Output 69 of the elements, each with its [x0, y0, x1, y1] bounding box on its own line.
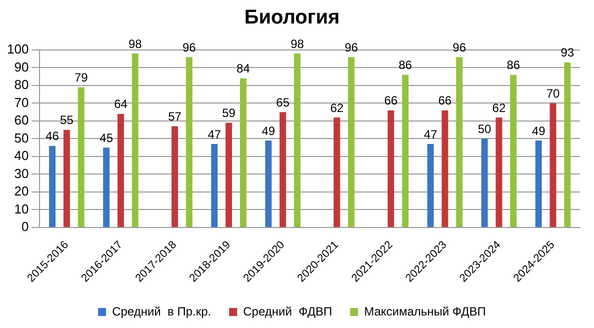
y-tick-label: 70	[14, 94, 29, 110]
bar	[481, 138, 488, 227]
bar	[49, 146, 56, 227]
bar	[186, 57, 192, 227]
bar	[280, 112, 286, 227]
y-tick-label: 90	[14, 59, 29, 74]
y-tick-label: 10	[14, 201, 29, 216]
data-label: 66	[384, 94, 398, 108]
data-label: 65	[276, 95, 290, 110]
bar	[496, 117, 502, 227]
data-label: 47	[208, 127, 222, 142]
y-tick-label: 80	[14, 77, 29, 92]
data-label: 49	[532, 124, 546, 138]
y-tick-label: 50	[14, 130, 29, 146]
y-tick-label: 40	[14, 148, 29, 164]
bar	[132, 54, 138, 227]
bar	[388, 110, 394, 227]
y-tick-label: 60	[14, 112, 29, 128]
bar	[510, 74, 517, 227]
data-label: 45	[100, 130, 114, 145]
bar	[402, 74, 409, 227]
data-label: 84	[236, 62, 250, 76]
bar	[348, 57, 355, 227]
bar	[103, 148, 110, 227]
data-label: 57	[168, 110, 182, 124]
bar	[564, 62, 571, 227]
y-tick-label: 20	[14, 184, 29, 199]
data-label: 59	[222, 106, 236, 120]
chart-title: Биология	[244, 6, 340, 29]
bar	[211, 144, 218, 227]
data-label: 70	[546, 86, 560, 101]
data-label: 62	[492, 100, 506, 115]
bar	[63, 130, 70, 227]
data-label: 66	[438, 94, 452, 108]
bar	[442, 110, 448, 227]
legend-label: Средний ФДВП	[243, 304, 332, 318]
bar	[456, 57, 463, 227]
y-tick-label: 100	[6, 42, 29, 57]
data-label: 86	[398, 58, 412, 72]
legend-label: Максимальный ФДВП	[364, 304, 486, 318]
bar	[334, 117, 340, 227]
data-label: 47	[424, 127, 438, 142]
data-label: 93	[560, 46, 574, 60]
data-label: 98	[290, 36, 304, 51]
bar	[78, 87, 84, 227]
data-label: 50	[478, 122, 492, 136]
y-tick-label: 30	[14, 166, 29, 181]
bar	[535, 140, 542, 227]
data-label: 98	[128, 36, 142, 51]
bar	[117, 114, 124, 227]
data-label: 62	[330, 100, 344, 115]
data-label: 96	[344, 40, 358, 54]
legend-label: Средний в Пр.кр.	[112, 304, 212, 318]
data-label: 96	[452, 40, 466, 54]
data-label: 79	[74, 70, 88, 85]
data-label: 49	[262, 124, 276, 138]
bar	[550, 103, 556, 227]
bar	[427, 144, 434, 227]
bar	[240, 78, 246, 227]
bar	[172, 126, 178, 227]
data-label: 96	[182, 40, 196, 54]
bar	[226, 122, 232, 227]
bar	[265, 140, 272, 227]
data-label: 55	[60, 113, 74, 128]
data-label: 64	[114, 97, 128, 112]
data-label: 46	[46, 129, 60, 144]
bar	[294, 54, 300, 227]
data-label: 86	[506, 58, 520, 72]
y-tick-label: 0	[21, 219, 29, 234]
